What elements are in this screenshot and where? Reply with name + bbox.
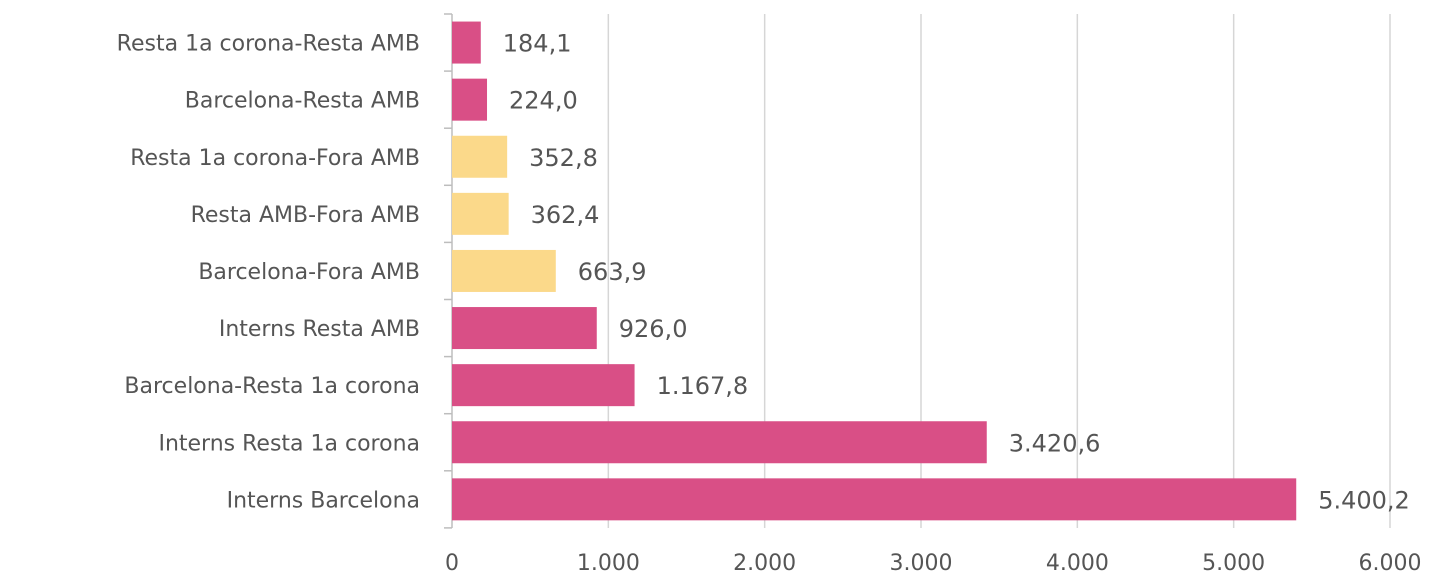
- bar: [452, 249, 556, 292]
- value-label: 362,4: [531, 201, 600, 229]
- value-label: 5.400,2: [1318, 486, 1410, 514]
- value-label: 3.420,6: [1009, 429, 1101, 457]
- bar: [452, 421, 987, 464]
- x-tick-label: 0: [445, 551, 459, 576]
- value-label: 184,1: [503, 30, 572, 58]
- value-label: 224,0: [509, 87, 578, 115]
- category-label: Barcelona-Resta 1a corona: [124, 374, 420, 399]
- x-tick-label: 3.000: [890, 551, 953, 576]
- bar: [452, 364, 635, 407]
- category-label: Barcelona-Fora AMB: [198, 260, 420, 285]
- bar: [452, 192, 509, 235]
- value-label: 926,0: [619, 315, 688, 343]
- x-tick-label: 6.000: [1359, 551, 1422, 576]
- bar: [452, 21, 481, 64]
- bar: [452, 135, 508, 178]
- x-tick-label: 5.000: [1202, 551, 1265, 576]
- category-label: Resta AMB-Fora AMB: [191, 203, 420, 228]
- category-label: Interns Resta 1a corona: [158, 431, 420, 456]
- x-tick-label: 2.000: [733, 551, 796, 576]
- category-label: Barcelona-Resta AMB: [185, 89, 420, 114]
- category-label: Interns Resta AMB: [219, 317, 420, 342]
- y-axis: [444, 13, 453, 529]
- value-label: 352,8: [529, 144, 598, 172]
- value-label: 1.167,8: [657, 372, 749, 400]
- x-tick-label: 4.000: [1046, 551, 1109, 576]
- bar: [452, 78, 488, 121]
- category-label: Resta 1a corona-Fora AMB: [130, 146, 420, 171]
- category-label: Interns Barcelona: [227, 488, 420, 513]
- bars: [452, 21, 1297, 521]
- x-tick-labels: 0 1.000 2.000 3.000 4.000 5.000 6.000: [445, 551, 1421, 576]
- value-labels: 184,1 224,0 352,8 362,4 663,9 926,0 1.167,8 3.4…: [503, 30, 1410, 515]
- category-labels: Resta 1a corona-Resta AMB Barcelona-Resta…: [117, 32, 420, 514]
- category-label: Resta 1a corona-Resta AMB: [117, 32, 420, 57]
- value-label: 663,9: [578, 258, 647, 286]
- x-tick-label: 1.000: [577, 551, 640, 576]
- bar: [452, 478, 1297, 521]
- bar: [452, 307, 597, 350]
